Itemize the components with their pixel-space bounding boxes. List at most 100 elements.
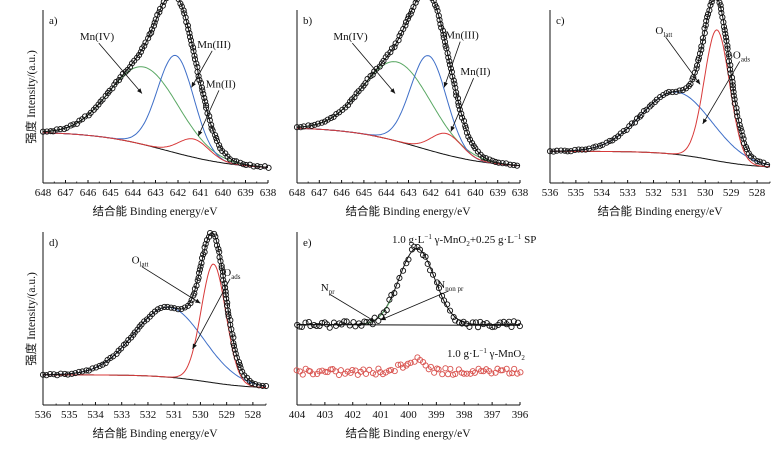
x-tick-label-e: 400 xyxy=(400,409,417,421)
data-point-e-mno2 xyxy=(499,367,506,374)
data-point-e-sp xyxy=(516,323,523,330)
data-point-b xyxy=(387,49,394,56)
data-point-b xyxy=(468,139,476,147)
x-tick-label-b: 643 xyxy=(400,187,417,199)
x-tick-label-a: 644 xyxy=(125,187,142,199)
x-tick-label-b: 645 xyxy=(356,187,373,199)
data-point-e-sp xyxy=(400,267,407,274)
data-point-c xyxy=(729,78,736,85)
x-tick-label-e: 399 xyxy=(428,409,445,421)
data-point-c xyxy=(704,13,711,21)
data-point-b xyxy=(435,12,442,19)
data-point-e-sp xyxy=(369,321,376,328)
data-point-c xyxy=(726,53,733,60)
data-point-a xyxy=(145,35,152,42)
data-point-d xyxy=(79,368,86,375)
data-point-e-mno2 xyxy=(447,365,454,372)
panel-label-e: e) xyxy=(303,237,312,249)
data-point-e-mno2 xyxy=(403,362,410,369)
data-point-c xyxy=(665,88,672,95)
data-point-c xyxy=(643,106,650,113)
annotation-d-0: Olatt xyxy=(132,255,149,269)
x-tick-label-a: 646 xyxy=(80,187,97,199)
data-point-e-mno2 xyxy=(517,369,524,376)
data-point-d xyxy=(213,242,221,249)
background-curve-c xyxy=(550,150,770,168)
x-tick-label-e: 398 xyxy=(456,409,473,421)
data-point-e-sp xyxy=(343,318,350,325)
fit-envelope-a xyxy=(42,0,269,168)
data-point-e-mno2 xyxy=(427,363,434,371)
data-point-a xyxy=(237,159,244,166)
data-point-c xyxy=(724,42,731,49)
x-tick-label-c: 533 xyxy=(619,187,636,199)
data-point-e-mno2 xyxy=(411,358,418,365)
data-point-b xyxy=(308,122,315,129)
data-point-a xyxy=(240,161,247,168)
data-point-a xyxy=(213,135,220,142)
data-point-a xyxy=(243,161,250,169)
data-point-c xyxy=(606,137,613,144)
data-point-d xyxy=(220,277,227,284)
component-curve-c-olatt xyxy=(550,29,771,168)
data-point-a xyxy=(193,60,200,67)
x-tick-label-b: 640 xyxy=(467,187,484,199)
data-point-a xyxy=(216,142,223,149)
data-point-d xyxy=(219,272,226,279)
data-point-c xyxy=(725,50,732,58)
data-point-a xyxy=(159,2,166,9)
data-point-a xyxy=(43,128,50,135)
data-point-b xyxy=(462,122,469,129)
data-point-a xyxy=(208,121,215,128)
annotation-arrow-a-1 xyxy=(191,50,213,88)
data-point-e-sp xyxy=(466,323,473,330)
data-point-c xyxy=(730,88,737,95)
x-tick-label-a: 647 xyxy=(57,187,74,199)
data-point-d xyxy=(194,277,201,284)
data-point-e-mno2 xyxy=(463,370,470,377)
x-tick-label-b: 642 xyxy=(423,187,440,199)
data-point-c xyxy=(553,147,560,154)
data-point-b xyxy=(446,58,453,65)
data-point-c xyxy=(660,91,667,99)
data-point-a xyxy=(233,158,240,165)
data-point-e-sp xyxy=(430,271,437,278)
data-point-e-mno2 xyxy=(296,368,304,375)
data-point-a xyxy=(146,31,153,38)
annotation-arrow-d-0 xyxy=(141,266,201,304)
data-point-c xyxy=(669,89,676,96)
annotation-arrow-a-0 xyxy=(98,42,143,94)
data-point-c xyxy=(564,148,571,155)
data-point-a xyxy=(135,52,143,59)
component-curve-a-mniii xyxy=(43,54,269,168)
data-point-d xyxy=(154,306,161,313)
data-point-d xyxy=(229,331,236,338)
annotation-arrowhead-a-2 xyxy=(198,130,203,137)
data-point-c xyxy=(707,2,714,9)
panel-b-mn2p-spectrum: b) 结合能 Binding energy/eV 648 647 646 645 644… xyxy=(289,0,529,218)
data-point-c xyxy=(722,30,729,37)
data-point-a xyxy=(160,0,167,6)
data-point-d xyxy=(75,368,83,375)
data-point-b xyxy=(402,22,409,29)
data-point-e-sp xyxy=(358,322,365,329)
data-point-e-sp xyxy=(452,317,459,324)
data-point-e-mno2 xyxy=(360,366,367,373)
data-point-d xyxy=(201,249,208,256)
background-curve-d xyxy=(43,374,266,388)
data-point-c xyxy=(695,55,702,62)
data-point-b xyxy=(408,7,415,14)
data-point-a xyxy=(199,87,206,94)
data-point-c xyxy=(561,147,568,154)
data-point-d xyxy=(206,230,214,237)
data-point-a xyxy=(180,7,187,14)
data-point-a xyxy=(190,48,197,55)
data-point-d xyxy=(222,291,229,298)
data-point-d xyxy=(259,382,266,389)
data-point-e-mno2 xyxy=(460,370,467,377)
data-point-b xyxy=(438,24,445,31)
data-point-e-sp xyxy=(313,322,320,330)
data-point-b xyxy=(433,4,440,11)
data-point-c xyxy=(578,146,585,153)
data-point-b xyxy=(404,15,411,22)
